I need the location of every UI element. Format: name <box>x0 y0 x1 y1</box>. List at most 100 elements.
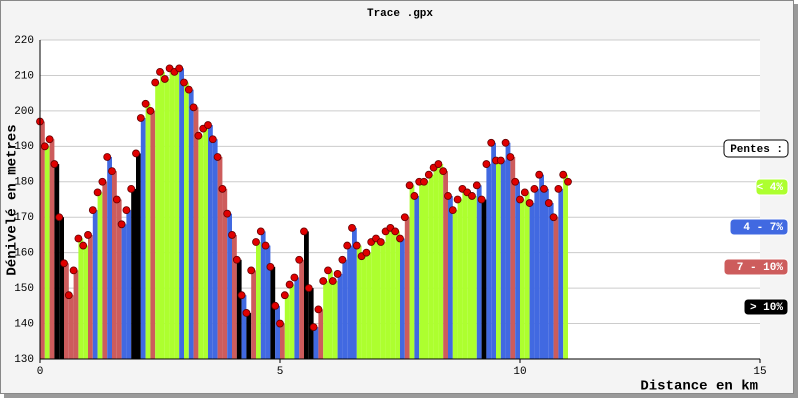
elevation-point <box>242 309 251 317</box>
elevation-point <box>160 75 169 83</box>
chart-title: Trace .gpx <box>367 8 433 20</box>
slope-bar <box>347 245 352 359</box>
y-tick-label: 190 <box>14 141 34 153</box>
slope-bar <box>342 259 348 359</box>
slope-bar <box>164 78 170 359</box>
elevation-point <box>333 270 342 278</box>
elevation-point <box>444 192 452 200</box>
slope-bar <box>400 238 405 359</box>
slope-bar <box>467 192 472 359</box>
elevation-point <box>540 184 548 193</box>
slope-bar <box>208 125 213 359</box>
slope-bar <box>323 281 328 359</box>
slope-bar <box>260 231 266 359</box>
elevation-point <box>400 213 409 222</box>
elevation-point <box>328 277 337 285</box>
slope-bar <box>544 188 549 359</box>
elevation-point <box>319 277 328 285</box>
elevation-point <box>45 135 54 144</box>
legend-label: < 4% <box>757 182 784 194</box>
y-tick-label: 140 <box>14 318 34 330</box>
elevation-point <box>261 241 270 250</box>
slope-bar <box>539 174 544 359</box>
slope-bar <box>371 242 376 359</box>
slope-bar <box>486 164 492 359</box>
slope-bar <box>462 188 468 359</box>
y-tick-label: 160 <box>14 248 34 260</box>
elevation-point <box>300 227 308 236</box>
elevation-point <box>348 223 356 232</box>
elevation-point <box>468 192 476 200</box>
elevation-point <box>122 206 131 215</box>
elevation-point <box>175 64 184 73</box>
elevation-point <box>477 195 486 204</box>
slope-bar <box>121 224 127 359</box>
elevation-point <box>103 153 112 161</box>
elevation-point <box>564 177 572 186</box>
x-tick-label: 5 <box>277 366 284 378</box>
elevation-point <box>420 177 428 186</box>
slope-bar <box>428 174 434 359</box>
slope-bar <box>376 238 381 359</box>
elevation-point <box>69 266 78 275</box>
elevation-point <box>271 301 280 310</box>
elevation-point <box>136 114 145 122</box>
elevation-point <box>98 177 107 186</box>
slope-bar <box>198 135 204 359</box>
elevation-point <box>141 99 150 108</box>
slope-bar <box>313 327 319 359</box>
elevation-point <box>472 181 481 190</box>
slope-bar <box>212 139 218 359</box>
slope-bar <box>548 203 554 359</box>
slope-bar <box>217 156 223 359</box>
elevation-point <box>180 78 188 87</box>
elevation-point <box>204 121 212 129</box>
elevation-point <box>79 241 88 250</box>
slope-bar <box>83 245 88 359</box>
elevation-point <box>50 160 59 168</box>
elevation-point <box>218 184 227 193</box>
elevation-point <box>194 131 203 140</box>
y-axis-label: Dénivelé en metres <box>5 124 21 275</box>
slope-bar <box>496 160 501 359</box>
slope-bar <box>443 171 448 359</box>
slope-bar <box>222 188 228 359</box>
slope-bar <box>145 103 151 359</box>
elevation-point <box>74 234 83 243</box>
legend-title: Pentes : <box>730 144 783 156</box>
slope-bar <box>136 153 141 359</box>
slope-bar <box>356 245 362 359</box>
elevation-point <box>362 248 371 257</box>
slope-bar <box>126 210 132 359</box>
slope-bar <box>256 242 261 359</box>
elevation-point <box>132 149 140 158</box>
y-tick-label: 180 <box>14 177 34 189</box>
slope-bar <box>68 295 74 359</box>
elevation-point <box>338 255 347 264</box>
elevation-point <box>396 234 404 243</box>
x-tick-label: 0 <box>37 366 44 378</box>
legend-title-box <box>723 139 789 158</box>
slope-bar <box>433 167 439 359</box>
slope-bar <box>553 217 559 359</box>
slope-bar <box>140 117 146 359</box>
slope-bar <box>361 256 367 359</box>
elevation-point <box>108 167 116 176</box>
slope-bar <box>448 195 453 359</box>
slope-bar <box>102 181 108 359</box>
slope-bar <box>174 71 180 360</box>
elevation-point <box>304 284 313 293</box>
elevation-point <box>487 138 496 147</box>
elevation-point <box>520 188 529 197</box>
legend-label: > 10% <box>750 302 783 314</box>
elevation-point <box>453 195 462 204</box>
slope-bar <box>419 181 424 359</box>
slope-bar <box>160 71 165 360</box>
slope-bar <box>241 295 247 359</box>
elevation-point <box>314 305 323 314</box>
slope-bar <box>515 181 520 359</box>
slope-bar <box>409 185 415 359</box>
slope-bar <box>44 146 50 359</box>
slope-bar <box>107 156 112 359</box>
